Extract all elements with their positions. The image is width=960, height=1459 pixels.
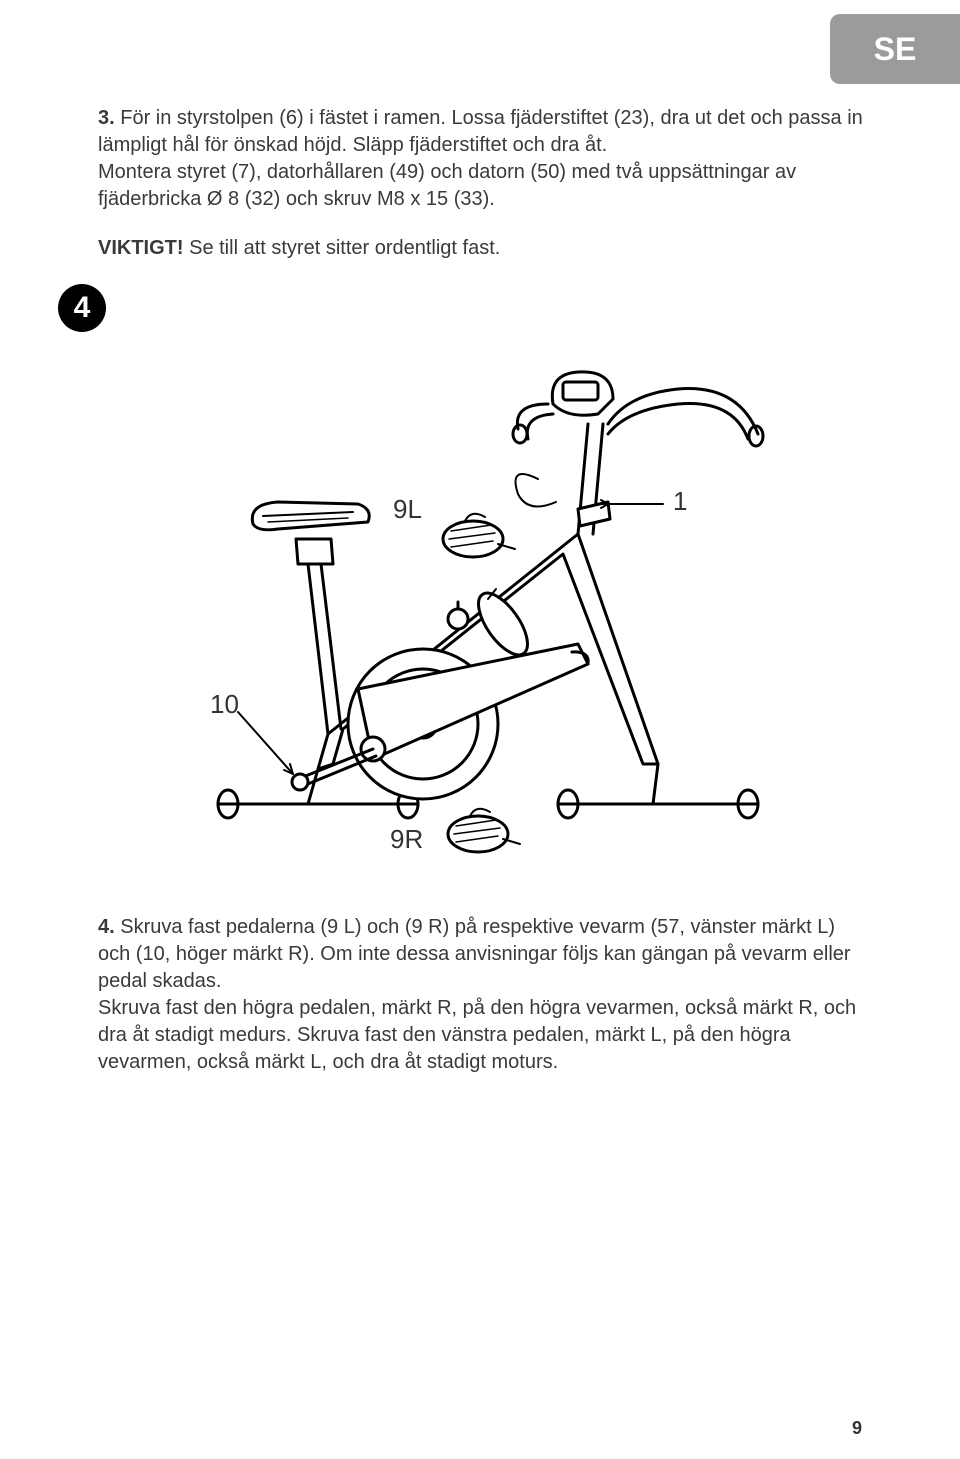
page-number: 9 <box>852 1418 862 1439</box>
important-text: Se till att styret sitter ordentligt fas… <box>184 237 501 259</box>
language-tab: SE <box>830 14 960 84</box>
callout-1: 1 <box>673 486 687 517</box>
step-4-text-b: Skruva fast den högra pedalen, märkt R, … <box>98 997 856 1073</box>
exercise-bike-diagram <box>158 304 798 864</box>
callout-9l: 9L <box>393 494 422 525</box>
step-3-paragraph: 3. För in styrstolpen (6) i fästet i ram… <box>98 105 868 213</box>
step-3-text-b: Montera styret (7), datorhållaren (49) o… <box>98 161 796 210</box>
page-content: 3. För in styrstolpen (6) i fästet i ram… <box>98 105 868 1098</box>
step-3-number: 3. <box>98 107 115 129</box>
step-4-text-a: Skruva fast pedalerna (9 L) och (9 R) på… <box>98 916 851 992</box>
figure-4-block: 4 <box>98 284 868 884</box>
important-label: VIKTIGT! <box>98 237 184 259</box>
callout-10: 10 <box>210 689 239 720</box>
step-3-text-a: För in styrstolpen (6) i fästet i ramen.… <box>98 107 863 156</box>
step-4-number: 4. <box>98 916 115 938</box>
step-4-paragraph: 4. Skruva fast pedalerna (9 L) och (9 R)… <box>98 914 868 1076</box>
important-paragraph: VIKTIGT! Se till att styret sitter orden… <box>98 235 868 262</box>
step-4-badge: 4 <box>58 284 106 332</box>
callout-9r: 9R <box>390 824 423 855</box>
